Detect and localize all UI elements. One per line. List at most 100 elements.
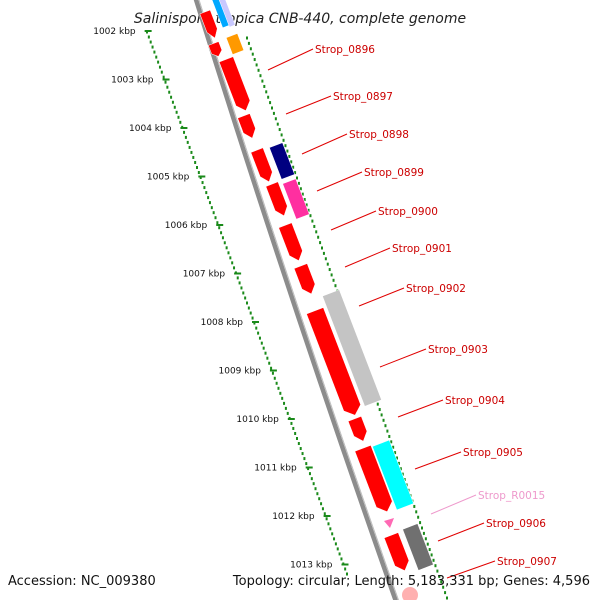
gene-block-shape bbox=[278, 222, 303, 262]
feature-block-shape bbox=[282, 178, 310, 220]
scale-left-dot bbox=[207, 196, 210, 200]
scale-left-dot bbox=[246, 301, 248, 305]
scale-right-dot bbox=[292, 165, 295, 169]
scale-right-dot bbox=[401, 472, 404, 476]
gene-label: Strop_0900 bbox=[378, 206, 438, 218]
scale-right-dot bbox=[313, 224, 316, 228]
scale-left-dot bbox=[249, 311, 252, 315]
gene-label-line bbox=[330, 210, 377, 231]
gene-block bbox=[347, 415, 368, 442]
scale-right-dot bbox=[307, 208, 310, 212]
scale-left-dot bbox=[201, 181, 204, 185]
scale-left-dot bbox=[155, 55, 158, 59]
scale-left-dot bbox=[183, 130, 186, 134]
scale-right-dot bbox=[321, 246, 323, 250]
scale-left-dot bbox=[192, 155, 195, 159]
scale-right-dot bbox=[332, 278, 335, 282]
scale-left-dot bbox=[170, 95, 173, 99]
feature-block bbox=[269, 142, 295, 180]
scale-right-dot bbox=[440, 580, 443, 584]
accession-text: Accession: NC_009380 bbox=[8, 574, 156, 589]
scale-left-dot bbox=[199, 176, 202, 180]
scale-right-dot bbox=[290, 160, 293, 164]
gene-label-line bbox=[430, 494, 477, 515]
gene-labels: Strop_0896 Strop_0897 Strop_0898 Strop_0899… bbox=[267, 44, 557, 579]
scale-left-dot bbox=[290, 421, 293, 425]
scale-right-dot bbox=[384, 424, 387, 428]
scale-left-dot bbox=[175, 110, 178, 114]
scale-left-dot bbox=[297, 442, 300, 446]
scale-left-dot bbox=[292, 426, 295, 430]
scale-right-dot bbox=[315, 230, 318, 234]
scale-left-dot bbox=[294, 431, 297, 435]
rna-marker bbox=[384, 518, 394, 528]
gene-block bbox=[265, 181, 288, 217]
scale-left-dot bbox=[158, 65, 161, 69]
scale-tick-label: 1002 kbp bbox=[93, 27, 136, 37]
scale-right-dot bbox=[397, 461, 400, 465]
gene-block-shape bbox=[354, 444, 393, 513]
scale-right-dot bbox=[259, 74, 262, 78]
scale-right-dot bbox=[322, 251, 325, 255]
scale-right-dot bbox=[303, 198, 306, 202]
scale-right-dot bbox=[388, 434, 391, 438]
gene-block bbox=[237, 113, 256, 139]
gene-label-line bbox=[344, 247, 391, 268]
scale-tick-label: 1007 kbp bbox=[183, 270, 226, 280]
gene-label: Strop_0904 bbox=[445, 395, 505, 407]
scale-right-dot bbox=[326, 262, 329, 266]
scale-left-dot bbox=[258, 336, 261, 340]
scale-left-dot bbox=[177, 115, 180, 119]
scale-left-dot bbox=[273, 376, 276, 380]
scale-right-dot bbox=[276, 122, 279, 126]
scale-left-dot bbox=[316, 492, 319, 496]
map-title: Salinispora tropica CNB-440, complete ge… bbox=[134, 11, 466, 27]
scale-left-dot bbox=[186, 140, 189, 144]
scale-left-dot bbox=[160, 70, 163, 74]
scale-left-dot bbox=[303, 457, 306, 461]
feature-block bbox=[402, 587, 418, 600]
feature-block-shape bbox=[218, 0, 236, 28]
scale-left-dot bbox=[244, 296, 247, 300]
scale-right-dot bbox=[301, 192, 304, 196]
scale-left-dot bbox=[212, 211, 215, 215]
scale-right-dot bbox=[380, 413, 383, 417]
gene-label: Strop_R0015 bbox=[478, 490, 545, 502]
scale-right-dot bbox=[274, 117, 277, 121]
scale-left-dot bbox=[283, 401, 286, 405]
scale-left-dot bbox=[221, 236, 224, 240]
gene-block-shape bbox=[218, 56, 251, 112]
scale-left-dot bbox=[168, 90, 171, 94]
scale-right-dot bbox=[278, 128, 281, 132]
scale-left-dot bbox=[264, 351, 267, 355]
scale-right-dot bbox=[297, 181, 300, 185]
scale-left-dot bbox=[240, 286, 243, 290]
scale-left-dot bbox=[266, 356, 269, 360]
gene-label-line bbox=[301, 133, 348, 155]
scale-left-dot bbox=[218, 226, 221, 230]
gene-block-shape bbox=[237, 113, 256, 139]
scale-right-dot bbox=[444, 591, 447, 595]
scale-right-dot bbox=[419, 521, 422, 525]
scale-right-dot bbox=[434, 564, 437, 568]
gene-block-shape bbox=[250, 147, 273, 183]
scale-left-dot bbox=[312, 482, 315, 486]
scale-right-dot bbox=[319, 241, 322, 245]
scale-right-dot bbox=[253, 58, 256, 62]
scale-left-dot bbox=[225, 246, 228, 250]
scale-right-dot bbox=[442, 585, 445, 589]
scale-right-dot bbox=[403, 478, 406, 482]
scale-right-dot bbox=[422, 531, 425, 535]
scale-left-dot bbox=[344, 567, 347, 571]
scale-right-dot bbox=[296, 176, 298, 180]
gene-block bbox=[199, 9, 218, 39]
scale-tick-label: 1006 kbp bbox=[165, 221, 208, 231]
scale-left-dot bbox=[194, 160, 197, 164]
scale-right-dot bbox=[426, 542, 429, 546]
scale-left-dot bbox=[296, 437, 298, 440]
scale-left-dot bbox=[184, 135, 187, 139]
scale-right-dot bbox=[438, 574, 441, 578]
gene-label: Strop_0899 bbox=[364, 167, 424, 179]
scale-right-dot bbox=[255, 63, 258, 67]
scale-left-dot bbox=[164, 80, 167, 84]
